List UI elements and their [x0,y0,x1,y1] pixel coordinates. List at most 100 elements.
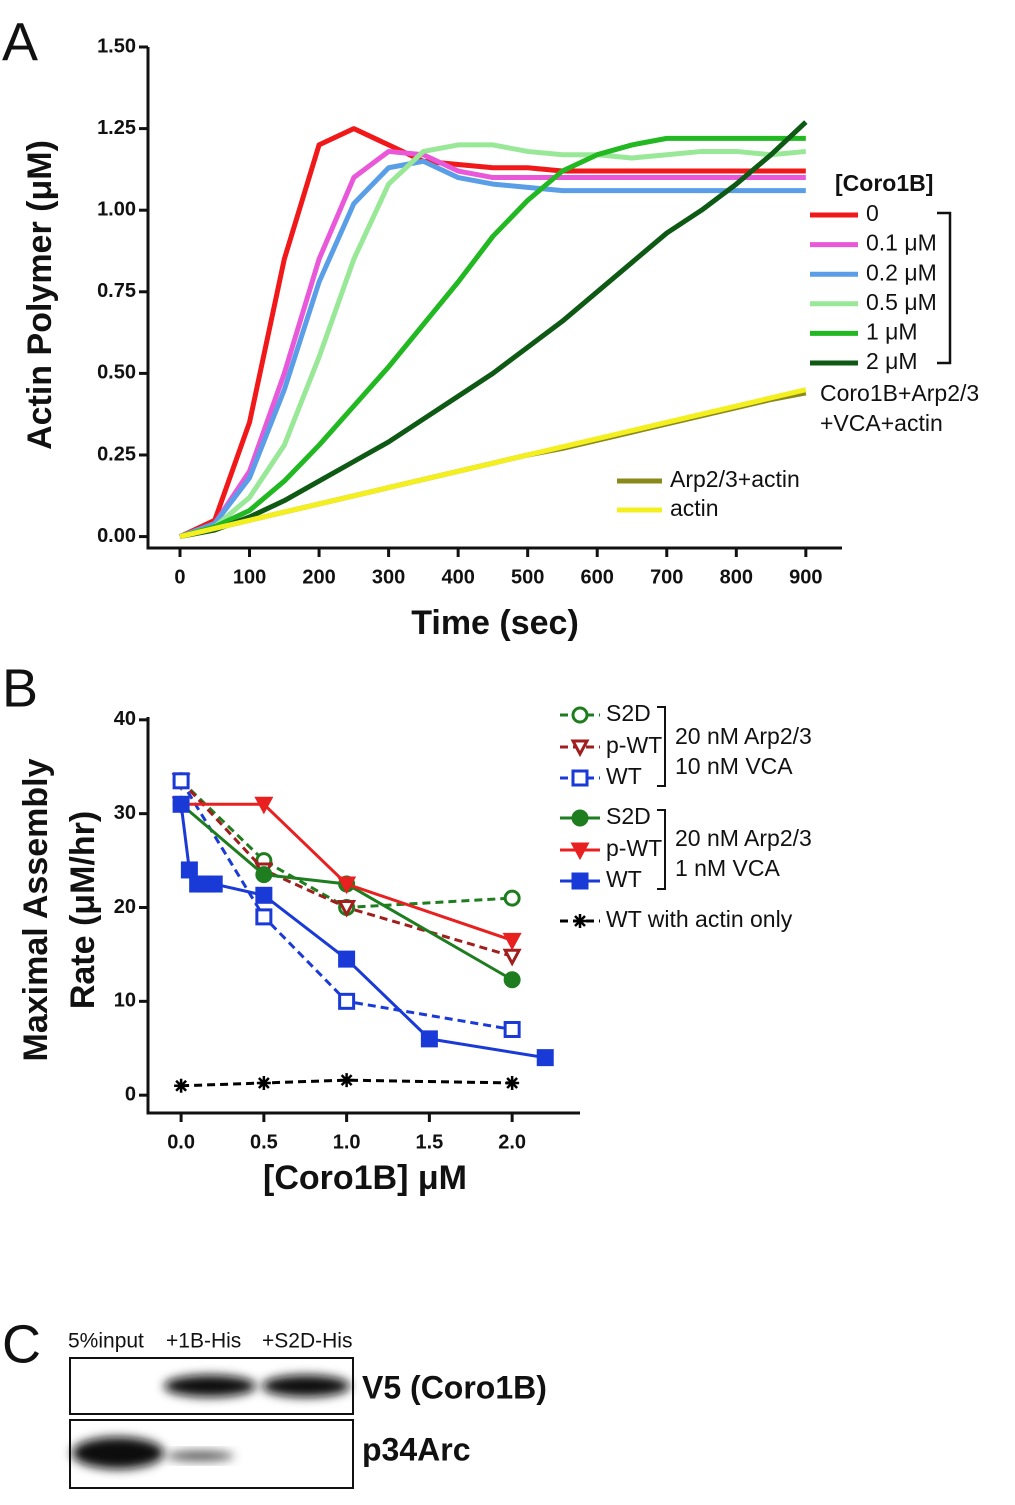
x-axis-label: [Coro1B] μM [263,1159,467,1197]
legend-label: S2D [606,700,651,726]
series-line [178,126,806,539]
chart: 0 10 20 30 40 0.0 0.5 1.0 1.5 2.0 [Coro1B] μM Maxim… [17,700,812,1197]
marker [337,876,357,895]
series-line [181,1078,513,1088]
marker [571,872,589,890]
x-tick-label: 200 [302,566,335,588]
y-tick-label: 0.75 [97,280,136,302]
legend-label: WT [606,763,642,789]
marker [255,908,273,926]
y-tick-label: 10 [114,990,136,1012]
column-label: 5%input [68,1330,144,1353]
legend-label: 1 μM [866,318,918,344]
y-tick-label: 1.00 [97,198,136,220]
series-line [180,779,513,909]
marker [205,875,223,893]
legend-label: p-WT [606,732,662,758]
group-label: 20 nM Arp2/3 [675,723,812,749]
x-tick-label: 700 [650,566,683,588]
bracket [657,809,666,890]
marker [255,866,273,884]
y-tick-label: 0.50 [97,362,136,384]
row-label: p34Arc [362,1431,471,1467]
x-tick-label: 300 [372,566,405,588]
legend-title: [Coro1B] [835,170,933,196]
marker [339,1073,354,1088]
panel-label: C [2,1314,41,1374]
marker [502,932,522,951]
legend-label: WT [606,866,642,892]
y-axis-label: Rate (μM/hr) [64,811,102,1009]
column-label: +1B-His [166,1330,241,1353]
marker [180,861,198,879]
marker [172,795,190,813]
legend-label: 0.5 μM [866,289,937,315]
y-tick-label: 0.00 [97,525,136,547]
marker [571,706,589,724]
series-line [180,779,513,958]
bracket [657,706,666,787]
series-line [179,780,513,1031]
row-label: V5 (Coro1B) [362,1369,547,1405]
marker [570,842,590,861]
x-tick-label: 1.0 [333,1131,361,1153]
marker [174,1078,189,1093]
chart: 0.00 0.25 0.50 0.75 1.00 1.25 1.50 0 100 200 300 40… [21,35,979,642]
y-tick-label: 1.25 [97,117,136,139]
legend-label: 0.1 μM [866,230,937,256]
legend-label: S2D [606,803,651,829]
legend-label: p-WT [606,835,662,861]
annotation: Coro1B+Arp2/3 [820,380,979,406]
marker [503,889,521,907]
y-tick-label: 0 [125,1083,136,1105]
y-tick-label: 30 [114,802,136,824]
marker [256,1075,271,1090]
series-line [181,802,513,942]
legend-label: 0.2 μM [866,259,937,285]
marker [503,971,521,989]
x-tick-label: 900 [789,566,822,588]
legend-label: 2 μM [866,348,918,374]
x-tick-label: 100 [233,566,266,588]
band [166,1451,234,1461]
series-line [179,135,806,539]
x-tick-label: 800 [720,566,753,588]
marker [337,899,357,918]
y-axis-label: Actin Polymer (μM) [21,140,59,450]
band [72,1437,164,1469]
annotation: +VCA+actin [820,410,943,436]
axis [146,717,580,1115]
series-line [179,148,806,539]
group-label: 10 nM VCA [675,753,793,779]
marker [420,1030,438,1048]
marker [571,809,589,827]
x-tick-label: 0.0 [167,1131,195,1153]
x-tick-label: 600 [581,566,614,588]
y-tick-label: 40 [114,708,136,730]
series-line [179,120,808,540]
marker [536,1049,554,1067]
marker [338,992,356,1010]
marker [573,914,587,928]
axis [146,47,842,550]
marker [503,1020,521,1038]
marker [570,739,590,758]
x-axis-label: Time (sec) [411,604,579,642]
legend-label: actin [670,495,719,521]
series-line [180,803,513,982]
series-line [179,158,806,539]
marker [255,886,273,904]
legend-label: Arp2/3+actin [670,466,800,492]
marker [505,1075,520,1090]
series-line [179,142,807,539]
x-tick-label: 2.0 [498,1131,526,1153]
series-line [179,387,807,540]
band [164,1375,256,1397]
group-label: 1 nM VCA [675,855,780,881]
y-tick-label: 1.50 [97,35,136,57]
band [262,1375,350,1397]
x-tick-label: 1.5 [415,1131,443,1153]
marker [571,769,589,787]
x-tick-label: 0 [174,566,185,588]
